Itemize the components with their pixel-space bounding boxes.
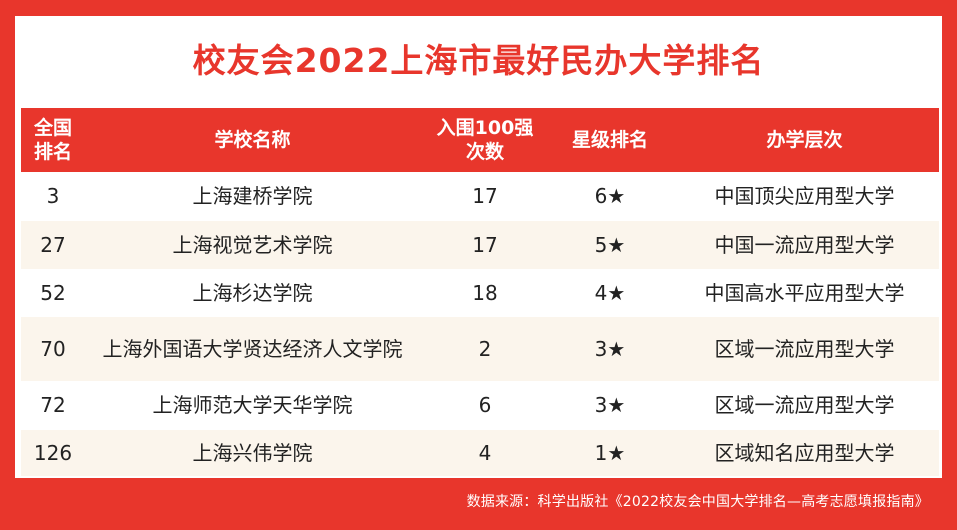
cell-star: 5★ xyxy=(594,232,626,257)
cell-level: 区域一流应用型大学 xyxy=(714,393,895,417)
table-row: 27 上海视觉艺术学院 17 5★ 中国一流应用型大学 xyxy=(21,221,939,269)
cell-star: 4★ xyxy=(594,280,626,305)
cell-school: 上海杉达学院 xyxy=(192,280,313,305)
header-count: 入围100强 次数 xyxy=(420,116,550,164)
header-star: 星级排名 xyxy=(571,129,648,151)
cell-school: 上海建桥学院 xyxy=(192,184,313,208)
cell-school: 上海外国语大学贤达经济人文学院 xyxy=(85,336,420,361)
header-count-line-1: 入围100强 xyxy=(436,117,534,139)
cell-level: 中国高水平应用型大学 xyxy=(704,280,905,305)
cell-count: 2 xyxy=(478,336,492,361)
cell-star: 6★ xyxy=(594,184,626,208)
header-rank-line-2: 排名 xyxy=(33,141,72,163)
ranking-table: 全国 排名 学校名称 入围100强 次数 星级排名 办学层次 3 上海建桥学院 … xyxy=(21,108,939,476)
cell-school-text: 上海外国语大学贤达经济人文学院 xyxy=(102,336,403,361)
cell-level: 中国顶尖应用型大学 xyxy=(714,184,895,208)
cell-count: 17 xyxy=(472,232,498,257)
cell-star: 3★ xyxy=(594,336,626,361)
cell-level: 区域知名应用型大学 xyxy=(714,440,895,465)
cell-school: 上海师范大学天华学院 xyxy=(152,393,353,417)
cell-count: 4 xyxy=(478,440,492,465)
cell-star: 1★ xyxy=(594,440,626,465)
cell-level: 中国一流应用型大学 xyxy=(714,232,895,257)
cell-count: 18 xyxy=(472,280,498,305)
cell-rank: 3 xyxy=(46,184,60,208)
cell-rank: 70 xyxy=(40,336,66,361)
ranking-panel: 校友会2022上海市最好民办大学排名 全国 排名 学校名称 入围100强 次数 … xyxy=(15,16,942,478)
cell-star: 3★ xyxy=(594,393,626,417)
table-header: 全国 排名 学校名称 入围100强 次数 星级排名 办学层次 xyxy=(21,108,939,172)
header-school: 学校名称 xyxy=(214,129,291,151)
cell-count: 17 xyxy=(472,184,498,208)
cell-rank: 27 xyxy=(40,232,66,257)
table-row: 52 上海杉达学院 18 4★ 中国高水平应用型大学 xyxy=(21,269,939,317)
header-level: 办学层次 xyxy=(766,129,843,151)
cell-school: 上海兴伟学院 xyxy=(192,440,313,465)
header-rank: 全国 排名 xyxy=(21,116,85,164)
cell-level: 区域一流应用型大学 xyxy=(714,336,895,361)
table-row: 70 上海外国语大学贤达经济人文学院 2 3★ 区域一流应用型大学 xyxy=(21,317,939,381)
source-note: 数据来源：科学出版社《2022校友会中国大学排名—高考志愿填报指南》 xyxy=(466,494,929,510)
table-row: 126 上海兴伟学院 4 1★ 区域知名应用型大学 xyxy=(21,430,939,476)
cell-school: 上海视觉艺术学院 xyxy=(172,232,333,257)
header-count-line-2: 次数 xyxy=(465,141,504,163)
cell-rank: 52 xyxy=(40,280,66,305)
cell-count: 6 xyxy=(478,393,492,417)
header-rank-line-1: 全国 xyxy=(33,117,72,139)
page-title: 校友会2022上海市最好民办大学排名 xyxy=(192,41,765,80)
cell-rank: 72 xyxy=(40,393,66,417)
table-row: 3 上海建桥学院 17 6★ 中国顶尖应用型大学 xyxy=(21,172,939,221)
table-row: 72 上海师范大学天华学院 6 3★ 区域一流应用型大学 xyxy=(21,381,939,430)
cell-rank: 126 xyxy=(33,440,73,465)
